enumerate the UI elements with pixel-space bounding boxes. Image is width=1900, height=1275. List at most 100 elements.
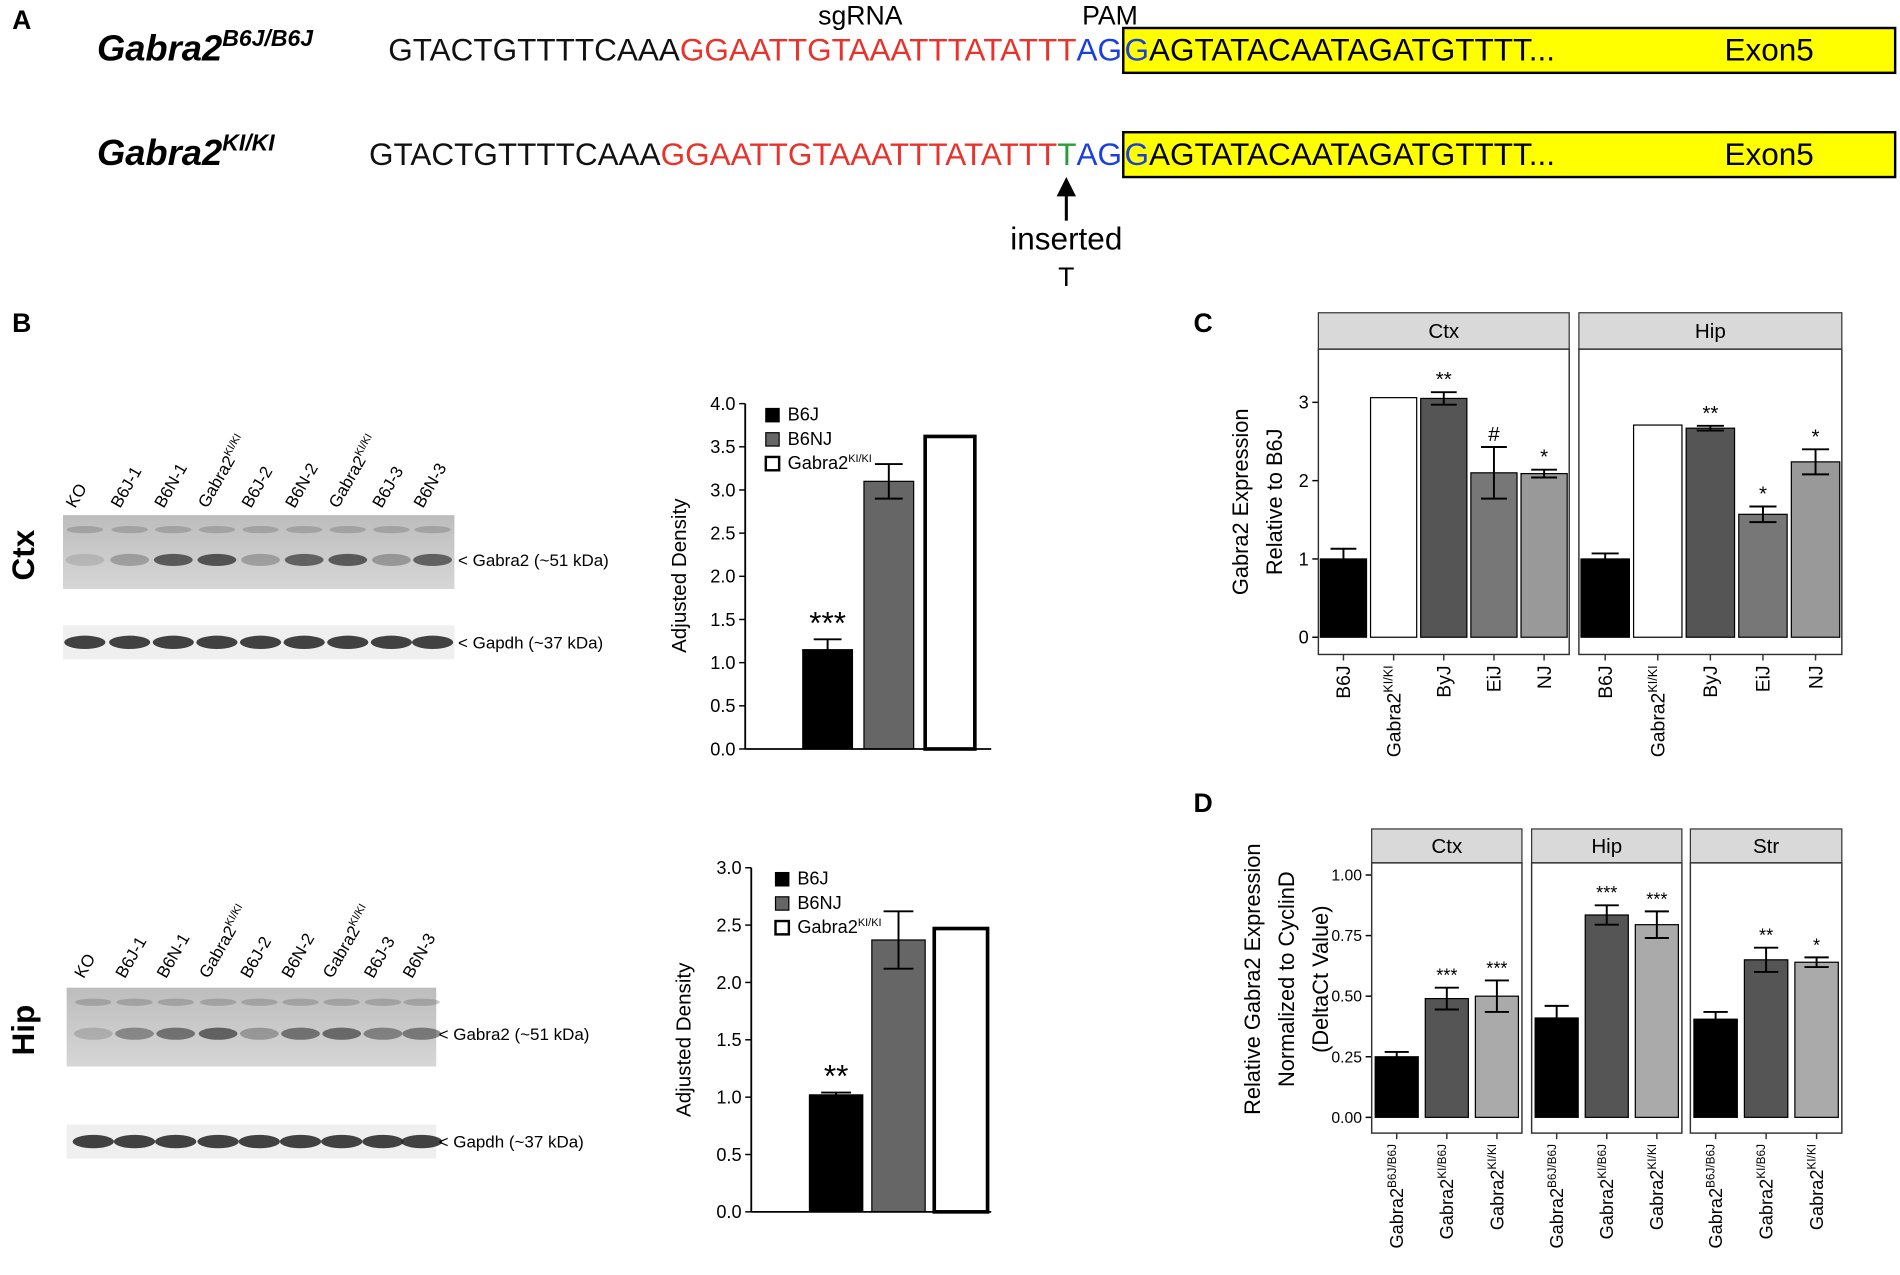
y-tick-label: 2.0 — [710, 567, 735, 587]
gabra2-band — [328, 553, 368, 567]
gapdh-band — [238, 1134, 280, 1149]
text-base: Gabra2 — [788, 453, 849, 473]
y-axis-label: Relative to B6J — [1262, 428, 1287, 575]
text-base: B6J — [788, 405, 819, 425]
x-tick-label: Gabra2B6J/B6J — [1545, 1144, 1567, 1249]
gabra2-band — [402, 1027, 442, 1040]
error-bar — [1481, 446, 1507, 500]
strip — [1317, 312, 1570, 350]
gabra2-band — [198, 1027, 238, 1040]
gabra2-band — [65, 553, 105, 567]
gapdh-band — [279, 1134, 322, 1149]
panel-label: B — [12, 308, 31, 338]
superscript: KI/B6J — [1754, 1144, 1768, 1179]
bar — [1374, 1056, 1419, 1118]
error-bar — [1434, 986, 1459, 1011]
y-tick-label: 1.5 — [716, 1030, 741, 1050]
superscript: B6J/B6J — [222, 25, 314, 51]
text-base: Gabra2 — [1647, 1170, 1667, 1231]
text-base: B6N-2 — [278, 930, 318, 981]
lane-label: KO — [71, 950, 100, 981]
text-base: Gabra2 — [1756, 1179, 1776, 1240]
upper-band — [111, 526, 148, 534]
gabra2-band — [153, 553, 193, 567]
lane-label: B6J-1 — [112, 933, 151, 981]
bar — [1580, 558, 1630, 638]
legend-label: B6J — [797, 869, 828, 889]
bar — [1693, 1018, 1738, 1118]
exon-box — [1122, 26, 1897, 75]
sequence-segment: T — [1057, 136, 1076, 172]
y-tick-label: 0.50 — [1331, 989, 1362, 1006]
error-bar — [1384, 1050, 1409, 1063]
gapdh-band — [411, 635, 454, 650]
superscript: KI/KI — [858, 917, 882, 929]
significance-label: *** — [809, 604, 846, 640]
bar — [1420, 397, 1468, 638]
gabra2-band — [197, 553, 237, 567]
text-base: Gabra2 — [1706, 1188, 1726, 1249]
significance-label: * — [1759, 482, 1767, 505]
blot-membrane — [66, 987, 437, 1067]
bar — [1634, 924, 1679, 1118]
text-base: EiJ — [1753, 665, 1775, 692]
text-base: B6N-3 — [410, 460, 450, 511]
strip-label: Hip — [1591, 835, 1622, 858]
region-label: Ctx — [5, 529, 41, 580]
text-base: KO — [62, 480, 91, 511]
genotype-label: Gabra2KI/KI — [97, 129, 275, 173]
sequence-exon: GAGTATACAATAGATGTTTT... — [1124, 136, 1555, 172]
error-bar — [1544, 1004, 1569, 1032]
text-base: EiJ — [1484, 665, 1506, 692]
pam-label: PAM — [1082, 0, 1138, 30]
y-tick-label: 4.0 — [710, 394, 735, 414]
upper-band — [199, 998, 237, 1006]
lane-label: B6J-1 — [107, 463, 146, 511]
error-bar — [1591, 552, 1619, 566]
y-tick-label: 0 — [1299, 628, 1309, 648]
text-base: Gabra2 — [1597, 1179, 1617, 1240]
band-label: < Gapdh (~37 kDa) — [458, 633, 603, 652]
y-tick-label: 3.0 — [716, 858, 741, 878]
significance-label: ** — [1702, 402, 1718, 425]
upper-band — [198, 526, 236, 534]
text-base: Gabra2 — [97, 132, 222, 173]
y-tick-label: 2.0 — [716, 973, 741, 993]
x-tick-label: NJ — [1534, 665, 1556, 689]
text-base: Gabra2 — [1807, 1170, 1827, 1231]
text-base: B6NJ — [797, 893, 841, 913]
legend-label: B6J — [788, 405, 819, 425]
error-bar — [1749, 505, 1777, 524]
bar — [871, 939, 926, 1213]
superscript: KI/KI — [1645, 1144, 1659, 1170]
upper-band — [116, 998, 153, 1006]
lane-label: B6N-2 — [281, 460, 321, 511]
superscript: B6J/B6J — [1545, 1144, 1559, 1188]
exon-box — [1122, 130, 1897, 179]
y-tick-label: 1.00 — [1331, 868, 1362, 885]
significance-label: *** — [1646, 889, 1667, 909]
y-tick-label: 1.5 — [710, 610, 735, 630]
y-tick-label: 1.0 — [710, 653, 735, 673]
strip — [1531, 828, 1683, 864]
band-label: < Gabra2 (~51 kDa) — [439, 1025, 590, 1044]
gapdh-band — [152, 635, 194, 650]
x-tick-label: Gabra2KI/B6J — [1754, 1144, 1776, 1239]
error-bar — [1594, 904, 1619, 926]
x-tick-label: EiJ — [1484, 665, 1506, 692]
sequence-segment: AG — [1077, 32, 1123, 68]
text-base: B6N-3 — [399, 930, 439, 981]
upper-band — [155, 526, 192, 534]
upper-band — [285, 526, 323, 534]
strip-label: Hip — [1695, 320, 1726, 343]
x-tick-label: Gabra2B6J/B6J — [1385, 1144, 1407, 1249]
gapdh-band — [72, 1134, 114, 1149]
lane-label: B6J-2 — [237, 933, 276, 981]
superscript: KI/B6J — [1435, 1144, 1449, 1179]
lane-label: B6N-3 — [410, 460, 450, 511]
significance-label: * — [1540, 446, 1548, 469]
text-base: B6J-2 — [237, 933, 276, 981]
exon-sequence: AGTATACAATAGATGTTTT... — [1149, 136, 1555, 172]
upper-band — [242, 526, 279, 534]
